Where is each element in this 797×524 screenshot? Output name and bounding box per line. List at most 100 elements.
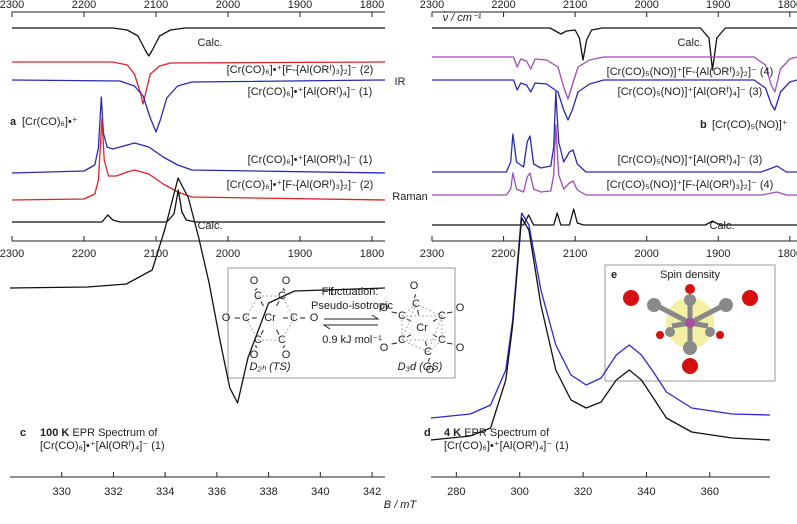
x-tick-label: 2100 [144,0,168,11]
x-tick-label: 336 [208,486,226,498]
spectrum-line [430,217,771,441]
c-atom [683,341,697,355]
panel: 330 332 334 336 338 340 342 c 100 K EPR Spectrum… [9,177,417,511]
panel: 2300 2200 2100 2000 1900 1800 2300 2200 2100 2000… [0,0,482,260]
bond [260,301,264,307]
x-tick-label: 2000 [634,0,658,11]
x-tick-label: 1800 [360,248,384,260]
dashed-edge [401,303,417,317]
bond [432,334,438,338]
x-tick-label: 2200 [72,248,96,260]
inset-text: Fluctuation: [322,286,379,298]
panel-label: b [700,119,707,131]
legend-label: [Cr(CO)₅(NO)]⁺[F-{Al(ORᶠ)₃}₂]⁻ (4) [607,66,774,78]
insets: f Fluctuation: Pseudo-isotropic 0.9 kJ m… [227,264,776,382]
o-atom [656,331,664,339]
spectrum-line [12,189,385,223]
bond [427,357,430,362]
spectrum-line [11,96,386,174]
bond [406,334,412,338]
equilibrium-arrows [322,314,380,330]
c-atom [719,298,733,312]
x-tick-label: 2000 [216,248,240,260]
legend-label: [Cr(CO)₅(NO)]⁺[Al(ORᶠ)₄]⁻ (3) [618,86,763,98]
bond [417,309,420,315]
bond [276,329,280,335]
inset-sym: D₃d (GS) [398,361,443,373]
spectrum-line [430,212,771,419]
spectrum-line [9,177,386,404]
spectrum-line [432,124,797,196]
o-atom [742,290,758,306]
dashed-edge [427,339,443,353]
x-tick-label: 1800 [778,248,797,260]
legend-label: [Cr(CO)₆]•⁺[F-{Al(ORᶠ)₃}₂]⁻ (2) [227,64,374,76]
atom-label: O [456,342,465,354]
bond [276,301,280,307]
atom-label: Cr [264,312,276,324]
x-tick-label: 1900 [706,0,730,11]
x-tick-label: 334 [156,486,174,498]
title-bold: 4 K [444,427,461,439]
spectrum-line [432,208,797,226]
x-tick-label: 2100 [563,0,587,11]
bond [391,342,398,345]
legend-label: [Cr(CO)₆]•⁺[Al(ORᶠ)₄]⁻ (1) [248,154,373,166]
bond [446,342,453,345]
x-tick-label: 2000 [634,248,658,260]
bond [260,329,264,335]
atom-label: O [282,349,291,361]
x-tick-label: 340 [637,486,655,498]
x-tick-label: 1900 [288,0,312,11]
o-atom [682,358,698,374]
spectrum-line [432,79,797,121]
title-text: EPR Spectrum of [464,427,550,439]
x-tick-label: 2200 [72,0,96,11]
cr-atom [685,318,695,328]
o-atom [623,290,639,306]
x-tick-label: 332 [104,486,122,498]
legend-label: [Cr(CO)₆]•⁺[Al(ORᶠ)₄]⁻ (1) [248,86,373,98]
x-tick-label: 342 [363,486,381,498]
o-atom [685,284,695,294]
x-tick-label: 2200 [491,0,515,11]
atom-label: O [456,302,465,314]
x-tick-label: 1900 [706,248,730,260]
arrow [322,324,378,330]
title-bold: 100 K [40,427,69,439]
legend-label: [Cr(CO)₅(NO)]⁺[Al(ORᶠ)₄]⁻ (3) [618,154,763,166]
inset-label: f [330,286,334,298]
c-atom [647,298,661,312]
spectrum-line [432,91,797,173]
dashed-edge [415,303,443,317]
x-tick-label: 1800 [778,0,797,11]
legend-label: Calc. [677,37,702,49]
x-tick-label: 330 [53,486,71,498]
panel-title: [Cr(CO)₅(NO)]⁺ [712,119,788,131]
panel-label: c [20,427,26,439]
atom-label: O [410,280,419,292]
bond [254,288,258,291]
x-tick-label: 2200 [491,248,515,260]
inset-title: Spin density [660,269,720,281]
arrow [324,314,380,320]
atom-label: Cr [416,322,428,334]
spectrum-line [11,79,386,133]
spectrum-line [432,27,797,71]
x-tick-label: 300 [511,486,529,498]
panel-title: 100 K EPR Spectrum of [40,427,158,439]
legend-label: [Cr(CO)₅(NO)]⁺[F-{Al(ORᶠ)₃}₂]⁻ (4) [607,179,774,191]
annotation: IR [395,76,406,88]
x-tick-label: 340 [311,486,329,498]
dashed-edge [281,295,295,319]
panel-title: [Cr(CO)₆]•⁺[Al(ORᶠ)₄]⁻ (1) [40,440,165,452]
legend-label: [Cr(CO)₆]•⁺[F-{Al(ORᶠ)₃}₂]⁻ (2) [227,179,374,191]
x-tick-label: 2100 [563,248,587,260]
x-tick-label: 2000 [216,0,240,11]
legend-label: Calc. [197,220,222,232]
x-tick-label: 2300 [0,0,24,11]
bond [282,288,286,291]
legend-label: Calc. [709,220,734,232]
atom-label: O [310,312,319,324]
